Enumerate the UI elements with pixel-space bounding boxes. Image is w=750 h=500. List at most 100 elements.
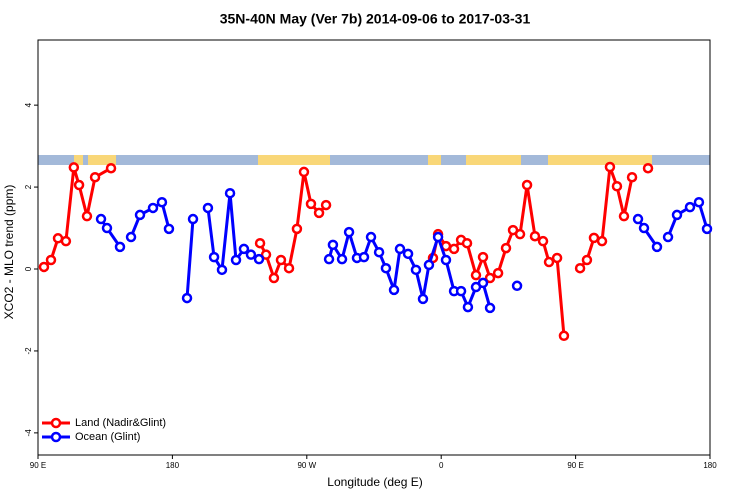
data-point xyxy=(156,196,168,208)
x-tick-label: 90 W xyxy=(297,461,316,470)
y-axis-label: XCO2 - MLO trend (ppm) xyxy=(2,185,16,320)
data-point xyxy=(134,209,146,221)
data-point xyxy=(581,254,593,266)
data-point xyxy=(388,284,400,296)
data-point xyxy=(89,171,101,183)
data-point xyxy=(611,181,623,192)
data-point xyxy=(238,243,250,255)
data-point xyxy=(402,248,414,260)
data-point xyxy=(693,196,705,208)
data-point xyxy=(529,230,541,242)
data-point xyxy=(224,187,236,199)
data-point xyxy=(484,302,496,314)
data-point xyxy=(558,330,570,342)
y-tick-label: 0 xyxy=(24,266,33,271)
data-point xyxy=(245,249,257,260)
data-point xyxy=(423,259,435,271)
data-point xyxy=(73,179,85,191)
data-point xyxy=(343,226,355,238)
data-point xyxy=(684,201,696,213)
data-point xyxy=(626,171,638,183)
data-point xyxy=(268,272,280,284)
x-axis-label: Longitude (deg E) xyxy=(327,475,422,489)
legend-label: Ocean (Glint) xyxy=(75,431,140,443)
data-point xyxy=(651,241,663,253)
data-point xyxy=(305,198,317,210)
data-point xyxy=(365,231,377,243)
data-point xyxy=(254,237,266,249)
data-point xyxy=(323,253,335,265)
data-point xyxy=(588,232,600,244)
data-point xyxy=(511,280,523,292)
data-point xyxy=(461,237,473,249)
data-point xyxy=(462,301,474,313)
data-point xyxy=(68,162,80,173)
data-point xyxy=(543,256,555,268)
data-point xyxy=(455,285,467,297)
data-point xyxy=(380,262,392,274)
data-point xyxy=(320,199,332,211)
data-point xyxy=(105,162,117,174)
data-point xyxy=(358,251,370,263)
data-point xyxy=(291,223,303,235)
data-point xyxy=(125,231,137,243)
data-point xyxy=(470,269,482,281)
data-point xyxy=(596,235,608,247)
data-point xyxy=(417,293,429,305)
data-point xyxy=(484,272,496,284)
data-point xyxy=(618,210,630,222)
legend-label: Land (Nadir&Glint) xyxy=(75,417,166,429)
x-tick-label: 90 E xyxy=(567,461,583,470)
data-point xyxy=(394,243,406,255)
data-point xyxy=(477,277,489,289)
data-point xyxy=(181,292,193,304)
data-point xyxy=(514,228,526,240)
x-tick-label: 180 xyxy=(166,461,180,470)
data-point xyxy=(114,241,126,253)
data-point xyxy=(275,254,287,266)
data-point xyxy=(604,161,616,173)
data-point xyxy=(147,202,159,214)
y-tick-label: 4 xyxy=(24,102,33,107)
data-point xyxy=(260,249,272,260)
data-point xyxy=(477,251,489,263)
data-point xyxy=(95,213,107,225)
data-point xyxy=(283,262,295,274)
data-point xyxy=(638,222,650,234)
data-point xyxy=(163,223,175,235)
data-point xyxy=(500,242,512,254)
y-tick-label: 2 xyxy=(24,184,33,189)
data-point xyxy=(298,166,310,178)
data-point xyxy=(448,243,460,255)
legend: Land (Nadir&Glint) Ocean (Glint) xyxy=(42,417,166,443)
data-point xyxy=(101,222,113,234)
data-point xyxy=(551,252,563,264)
data-point xyxy=(253,253,265,265)
data-point xyxy=(202,202,214,214)
x-tick-label: 0 xyxy=(439,461,444,470)
data-point xyxy=(662,231,674,243)
data-point xyxy=(521,179,533,191)
plot-frame xyxy=(37,39,711,456)
data-point xyxy=(81,210,93,222)
data-point xyxy=(440,254,452,266)
data-point xyxy=(671,209,683,221)
land-mask-strip xyxy=(38,155,710,165)
chart-title: 35N-40N May (Ver 7b) 2014-09-06 to 2017-… xyxy=(220,11,531,27)
x-tick-label: 90 E xyxy=(30,461,46,470)
data-point xyxy=(410,264,422,276)
data-point xyxy=(60,235,72,247)
data-point xyxy=(642,162,654,174)
y-tick-label: -4 xyxy=(24,429,33,437)
series-line xyxy=(44,167,648,336)
data-point xyxy=(336,253,348,265)
data-point xyxy=(701,223,713,235)
data-point xyxy=(432,231,444,243)
data-point xyxy=(38,261,50,273)
data-point xyxy=(492,267,504,279)
data-point xyxy=(632,213,644,225)
x-tick-label: 180 xyxy=(703,461,717,470)
data-point xyxy=(187,213,199,225)
y-tick-label: -2 xyxy=(24,347,33,355)
